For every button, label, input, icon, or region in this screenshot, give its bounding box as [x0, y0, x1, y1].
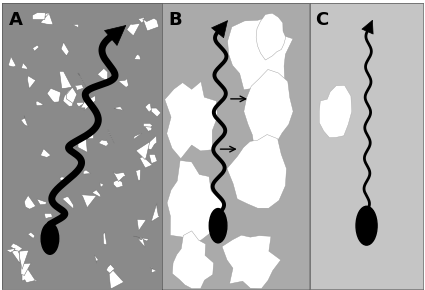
Polygon shape [44, 213, 52, 219]
Polygon shape [167, 160, 222, 246]
Polygon shape [94, 255, 99, 263]
Polygon shape [222, 235, 281, 289]
Polygon shape [78, 73, 86, 87]
Text: B: B [168, 12, 182, 30]
Polygon shape [137, 219, 146, 231]
Polygon shape [227, 16, 293, 90]
Polygon shape [21, 263, 31, 276]
Polygon shape [227, 135, 286, 208]
Polygon shape [134, 54, 141, 60]
Polygon shape [76, 137, 88, 153]
Polygon shape [81, 195, 96, 208]
Polygon shape [28, 232, 35, 238]
Polygon shape [172, 231, 214, 289]
Polygon shape [244, 70, 293, 161]
Polygon shape [81, 96, 95, 111]
Polygon shape [100, 183, 104, 187]
Polygon shape [36, 101, 44, 106]
Polygon shape [144, 136, 157, 150]
Text: C: C [315, 12, 328, 30]
Polygon shape [138, 17, 144, 23]
Polygon shape [143, 123, 153, 127]
Polygon shape [40, 13, 53, 25]
Polygon shape [60, 177, 68, 183]
Polygon shape [84, 103, 91, 106]
Polygon shape [83, 170, 91, 174]
Polygon shape [133, 133, 142, 139]
Polygon shape [61, 42, 69, 56]
Circle shape [41, 223, 59, 254]
Polygon shape [109, 270, 124, 289]
Polygon shape [37, 199, 47, 205]
Polygon shape [40, 149, 51, 157]
Polygon shape [21, 116, 28, 127]
Polygon shape [106, 264, 114, 273]
Polygon shape [136, 142, 150, 160]
Circle shape [209, 209, 227, 243]
Polygon shape [151, 203, 159, 222]
Polygon shape [99, 140, 108, 146]
Polygon shape [66, 87, 77, 104]
Polygon shape [150, 267, 157, 273]
Polygon shape [27, 76, 36, 89]
Polygon shape [140, 157, 152, 168]
Ellipse shape [356, 206, 377, 245]
Polygon shape [43, 13, 50, 18]
Polygon shape [19, 250, 29, 269]
Polygon shape [47, 88, 61, 102]
Polygon shape [11, 250, 20, 263]
Polygon shape [108, 130, 114, 143]
Text: A: A [8, 12, 23, 30]
Polygon shape [133, 236, 149, 241]
Polygon shape [60, 71, 72, 88]
Polygon shape [103, 232, 107, 245]
Polygon shape [76, 102, 84, 107]
Polygon shape [114, 107, 123, 110]
Polygon shape [22, 268, 35, 283]
Polygon shape [6, 249, 15, 253]
Polygon shape [145, 103, 151, 113]
Polygon shape [32, 12, 45, 20]
Polygon shape [33, 45, 39, 51]
Polygon shape [74, 85, 83, 90]
Polygon shape [147, 108, 161, 117]
Polygon shape [136, 169, 141, 181]
Polygon shape [113, 172, 125, 182]
Polygon shape [62, 197, 74, 209]
Polygon shape [24, 195, 36, 209]
Polygon shape [149, 154, 157, 164]
Polygon shape [11, 243, 23, 252]
Polygon shape [319, 86, 352, 138]
Polygon shape [22, 63, 28, 69]
Polygon shape [127, 23, 140, 36]
Polygon shape [63, 90, 75, 106]
Polygon shape [92, 190, 101, 197]
Polygon shape [138, 237, 145, 248]
Polygon shape [143, 18, 159, 31]
Polygon shape [256, 13, 286, 60]
Polygon shape [8, 56, 16, 67]
Polygon shape [32, 279, 37, 282]
Polygon shape [165, 81, 218, 159]
Polygon shape [113, 180, 123, 188]
Polygon shape [118, 79, 128, 88]
Polygon shape [145, 124, 152, 132]
Polygon shape [87, 131, 94, 139]
Polygon shape [73, 24, 79, 28]
Polygon shape [97, 68, 108, 80]
